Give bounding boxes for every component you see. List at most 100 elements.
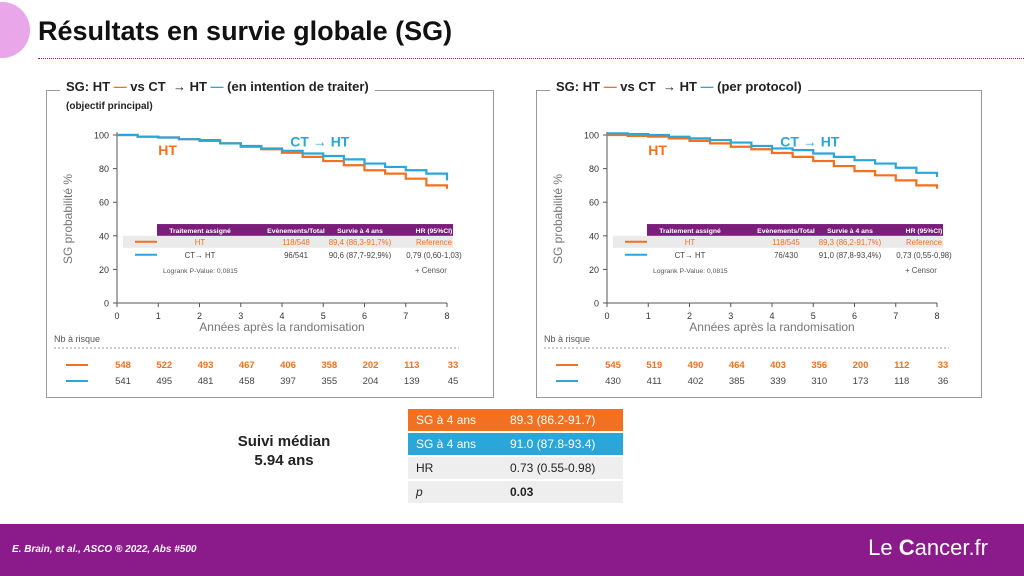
inset-cell: 118/548 xyxy=(282,238,310,247)
corner-decoration xyxy=(0,2,30,58)
risk-count-ct: 385 xyxy=(729,376,745,387)
y-tick-label: 0 xyxy=(104,299,109,309)
y-tick-label: 0 xyxy=(594,299,599,309)
y-tick-label: 60 xyxy=(99,198,109,208)
inset-cell: 0,79 (0,60-1,03) xyxy=(406,251,462,260)
x-tick-label: 4 xyxy=(769,311,774,321)
risk-count-ht: 519 xyxy=(646,360,662,371)
blue-swatch: — xyxy=(700,79,714,94)
y-tick-label: 20 xyxy=(589,265,599,275)
inset-cell: 96/541 xyxy=(284,251,308,260)
y-tick-label: 60 xyxy=(589,198,599,208)
risk-count-ht: 490 xyxy=(688,360,704,371)
inset-cell: 118/545 xyxy=(772,238,800,247)
summary-row-p: p 0.03 xyxy=(408,480,623,505)
inset-cell: Reference xyxy=(416,238,452,247)
x-tick-label: 6 xyxy=(362,311,367,321)
ct-ht-survival-curve xyxy=(607,132,939,177)
risk-count-ct: 173 xyxy=(853,376,869,387)
x-tick-label: 0 xyxy=(604,311,609,321)
inset-cell: 91,0 (87,8-93,4%) xyxy=(819,251,882,260)
title-vs-ct: vs CT xyxy=(126,79,166,94)
arrow-right-icon: → xyxy=(659,79,680,94)
risk-count-ct: 402 xyxy=(688,376,704,387)
orange-swatch: — xyxy=(603,79,617,94)
risk-count-ct: 204 xyxy=(363,376,379,387)
risk-label: Nb à risque xyxy=(544,334,590,344)
lecancer-logo: Le Cancer.fr xyxy=(868,535,988,561)
inset-cell: CT→ HT xyxy=(675,251,706,260)
x-tick-label: 4 xyxy=(279,311,284,321)
x-axis-label: Années après la randomisation xyxy=(199,320,364,334)
panel-subtitle: (objectif principal) xyxy=(66,101,153,112)
title-ht-2: HT xyxy=(189,79,207,94)
summary-label: SG à 4 ans xyxy=(408,432,502,457)
inset-header-cell: Evènements/Total xyxy=(267,228,325,235)
summary-row-ct: SG à 4 ans 91.0 (87.8-93.4) xyxy=(408,432,623,457)
km-chart-pp: 0 20 40 60 80 100 0 1 2 3 4 5 6 7 8 Années après la ran… xyxy=(544,131,952,387)
risk-count-ht: 403 xyxy=(770,360,786,371)
summary-value: 89.3 (86.2-91.7) xyxy=(502,409,623,433)
inset-header-bar xyxy=(647,224,943,237)
y-axis-label: SG probabilité % xyxy=(551,174,565,264)
x-tick-label: 1 xyxy=(156,311,161,321)
summary-table: SG à 4 ans 89.3 (86.2-91.7) SG à 4 ans 9… xyxy=(408,409,623,505)
title-paren: (per protocol) xyxy=(717,79,802,94)
risk-count-ht: 33 xyxy=(448,360,459,371)
x-tick-label: 8 xyxy=(444,311,449,321)
risk-count-ct: 36 xyxy=(938,376,949,387)
summary-value: 91.0 (87.8-93.4) xyxy=(502,432,623,457)
x-tick-label: 0 xyxy=(114,311,119,321)
title-paren: (en intention de traiter) xyxy=(227,79,369,94)
inset-cell: CT→ HT xyxy=(185,251,216,260)
x-tick-label: 3 xyxy=(728,311,733,321)
inset-cell: 89,4 (86,3-91,7%) xyxy=(329,238,392,247)
summary-label: p xyxy=(408,480,502,505)
risk-count-ht: 545 xyxy=(605,360,622,371)
x-tick-label: 7 xyxy=(893,311,898,321)
inset-header-cell: Evènements/Total xyxy=(757,228,815,235)
footer-reference: E. Brain, et al., ASCO ® 2022, Abs #500 xyxy=(12,544,197,555)
title-vs-ct: vs CT xyxy=(616,79,656,94)
censor-legend: + Censor xyxy=(905,266,937,275)
y-tick-label: 20 xyxy=(99,265,109,275)
risk-count-ht: 406 xyxy=(280,360,296,371)
inset-cell: 90,6 (87,7-92,9%) xyxy=(329,251,392,260)
risk-count-ct: 118 xyxy=(894,376,909,387)
y-axis-label: SG probabilité % xyxy=(61,174,75,264)
risk-count-ht: 202 xyxy=(363,360,379,371)
title-ht: SG: HT xyxy=(66,79,111,94)
logrank-text: Logrank P-Value: 0,0815 xyxy=(163,268,238,275)
inset-header-bar xyxy=(157,224,453,237)
summary-label: SG à 4 ans xyxy=(408,409,502,433)
risk-count-ct: 411 xyxy=(647,376,662,387)
median-label: Suivi médian xyxy=(237,433,331,450)
x-tick-label: 5 xyxy=(811,311,816,321)
logo-c: C xyxy=(898,535,915,560)
orange-swatch: — xyxy=(113,79,127,94)
risk-count-ht: 200 xyxy=(853,360,869,371)
risk-count-ht: 493 xyxy=(198,360,214,371)
inset-header-cell: Traitement assigné xyxy=(169,228,231,235)
curve-label-ct-ht: CT → HT xyxy=(290,134,350,150)
inset-cell: 89,3 (86,2-91,7%) xyxy=(819,238,882,247)
censor-legend: + Censor xyxy=(415,266,447,275)
risk-count-ht: 113 xyxy=(404,360,419,371)
risk-count-ct: 355 xyxy=(321,376,337,387)
title-ht: SG: HT xyxy=(556,79,601,94)
curve-label-ht: HT xyxy=(648,142,667,158)
risk-count-ct: 339 xyxy=(770,376,786,387)
x-tick-label: 7 xyxy=(403,311,408,321)
x-tick-label: 6 xyxy=(852,311,857,321)
logo-rest: ancer.fr xyxy=(914,535,988,560)
inset-cell: HT xyxy=(195,238,206,247)
risk-count-ct: 458 xyxy=(239,376,255,387)
inset-header-cell: Survie à 4 ans xyxy=(337,228,383,235)
x-tick-label: 1 xyxy=(646,311,651,321)
blue-swatch: — xyxy=(210,79,224,94)
inset-cell: 76/430 xyxy=(774,251,799,260)
y-tick-label: 40 xyxy=(589,231,599,241)
title-ht-2: HT xyxy=(679,79,697,94)
risk-count-ht: 464 xyxy=(729,360,746,371)
y-tick-label: 100 xyxy=(584,131,599,141)
